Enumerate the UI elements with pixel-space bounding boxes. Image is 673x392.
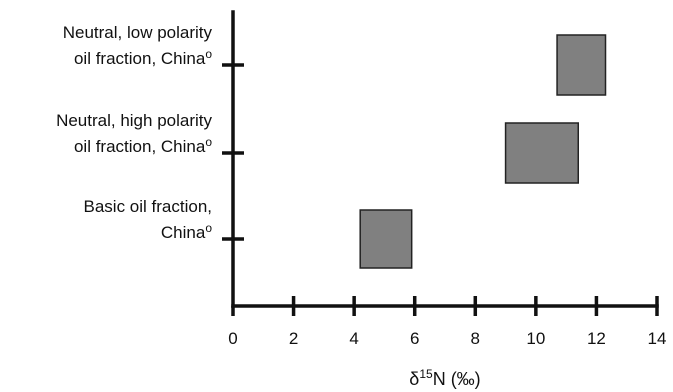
- plot-area: 0 2 4 6 8 10 12 14 Neutral, low polarity oil frac…: [56, 23, 666, 348]
- x-tick-label: 10: [526, 329, 545, 348]
- x-tick-label: 4: [349, 329, 358, 348]
- x-tick-label: 0: [228, 329, 237, 348]
- x-tick-label: 2: [289, 329, 298, 348]
- x-axis-title: δ15N (‰): [409, 367, 480, 389]
- x-tick-label: 12: [587, 329, 606, 348]
- x-tick-label: 14: [648, 329, 667, 348]
- category-label: oil fraction, Chinao: [74, 47, 212, 68]
- category-label: Basic oil fraction,: [84, 197, 213, 216]
- x-tick-label: 6: [410, 329, 419, 348]
- category-label: Chinao: [161, 221, 212, 242]
- category-label: Neutral, high polarity: [56, 111, 212, 130]
- range-box: [556, 34, 607, 96]
- range-box: [359, 209, 413, 269]
- range-box: [504, 122, 580, 184]
- x-tick-label: 8: [471, 329, 480, 348]
- category-label: Neutral, low polarity: [63, 23, 213, 42]
- category-label: oil fraction, Chinao: [74, 135, 212, 156]
